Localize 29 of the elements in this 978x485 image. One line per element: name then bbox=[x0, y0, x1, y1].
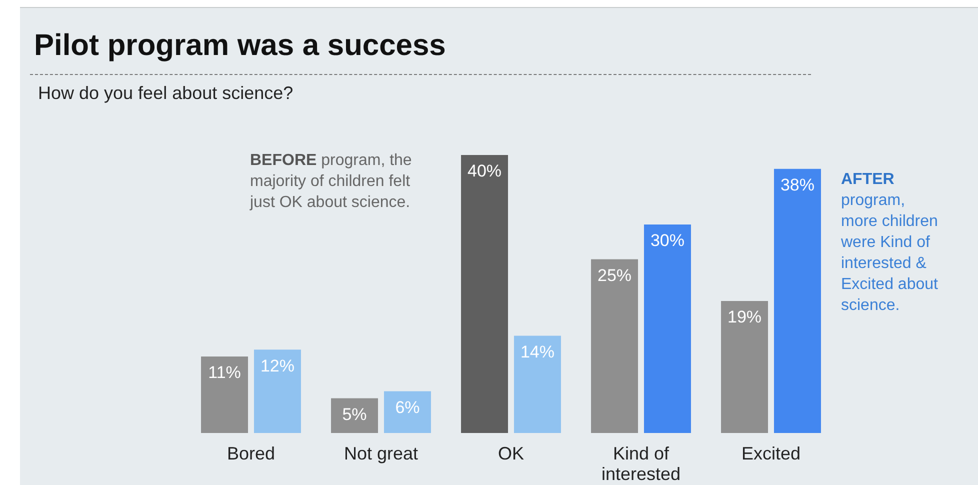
x-tick-label: Excited bbox=[741, 443, 801, 464]
data-label: 14% bbox=[520, 342, 555, 362]
data-label: 25% bbox=[597, 266, 632, 285]
data-label: 40% bbox=[467, 162, 502, 181]
data-label: 38% bbox=[780, 176, 815, 195]
bar bbox=[721, 300, 768, 433]
bar bbox=[774, 168, 821, 433]
x-tick-label: OK bbox=[498, 443, 524, 464]
bar bbox=[331, 398, 378, 433]
text: AFTER program, more children were Kind of interested & Excited about science. bbox=[841, 170, 939, 316]
data-label: 30% bbox=[650, 231, 685, 250]
data-label: 12% bbox=[260, 356, 295, 376]
x-tick-label: Kind of interested bbox=[601, 443, 681, 484]
bar bbox=[461, 155, 508, 433]
bar bbox=[201, 356, 248, 433]
data-label: 6% bbox=[395, 398, 420, 417]
chart-subtitle: How do you feel about science? bbox=[38, 82, 294, 104]
chart-title: Pilot program was a success bbox=[34, 28, 446, 63]
annotation: BEFORE program, the majority of children felt just OK about science. bbox=[250, 151, 413, 213]
bar bbox=[591, 259, 638, 433]
x-tick-label: Bored bbox=[226, 443, 276, 464]
bar bbox=[254, 350, 301, 433]
bar bbox=[384, 391, 431, 433]
bar bbox=[644, 224, 691, 433]
bar bbox=[514, 336, 561, 433]
data-label: 19% bbox=[727, 308, 762, 327]
data-label: 11% bbox=[208, 363, 241, 382]
data-label: 5% bbox=[342, 404, 367, 424]
x-tick-label: Not great bbox=[344, 443, 418, 464]
